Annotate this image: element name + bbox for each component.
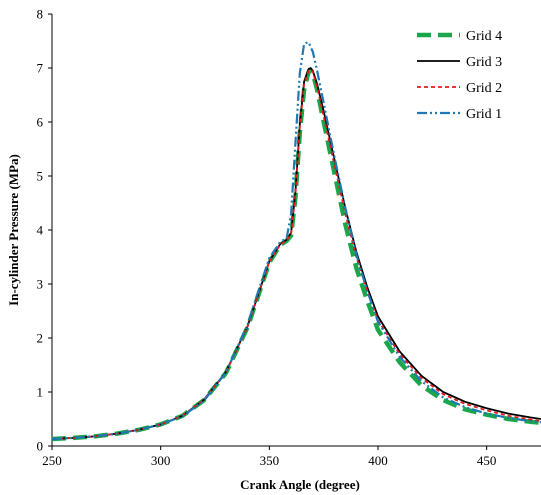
y-tick-label: 4: [37, 223, 44, 238]
y-tick-label: 8: [37, 7, 44, 22]
y-tick-label: 5: [37, 169, 44, 184]
y-tick-label: 0: [37, 439, 44, 454]
x-axis-ticks: 250 300 350 400 450: [42, 446, 496, 468]
y-tick-label: 6: [37, 115, 44, 130]
series-line-grid-2: [51, 68, 541, 440]
y-axis-ticks: 0 1 2 3 4 5 6 7 8: [37, 7, 52, 454]
series-layer: [51, 40, 541, 442]
series-line-grid-4: [51, 68, 541, 442]
legend: Grid 4 Grid 3 Grid 2 Grid 1: [417, 29, 502, 122]
y-tick-label: 7: [37, 61, 44, 76]
legend-label-grid-1: Grid 1: [466, 107, 502, 122]
x-axis-label: Crank Angle (degree): [240, 477, 360, 492]
x-tick-label: 300: [151, 453, 171, 468]
legend-label-grid-2: Grid 2: [466, 81, 502, 96]
x-tick-label: 250: [42, 453, 62, 468]
x-tick-label: 400: [368, 453, 388, 468]
legend-label-grid-4: Grid 4: [466, 29, 502, 44]
y-tick-label: 3: [37, 277, 44, 292]
y-axis-label: In-cylinder Pressure (MPa): [6, 154, 21, 306]
legend-label-grid-3: Grid 3: [466, 55, 502, 70]
x-tick-label: 350: [260, 453, 280, 468]
series-line-grid-1: [51, 40, 541, 441]
plot-frame: [51, 14, 541, 447]
y-tick-label: 1: [37, 385, 44, 400]
x-tick-label: 450: [477, 453, 497, 468]
y-tick-label: 2: [37, 331, 44, 346]
